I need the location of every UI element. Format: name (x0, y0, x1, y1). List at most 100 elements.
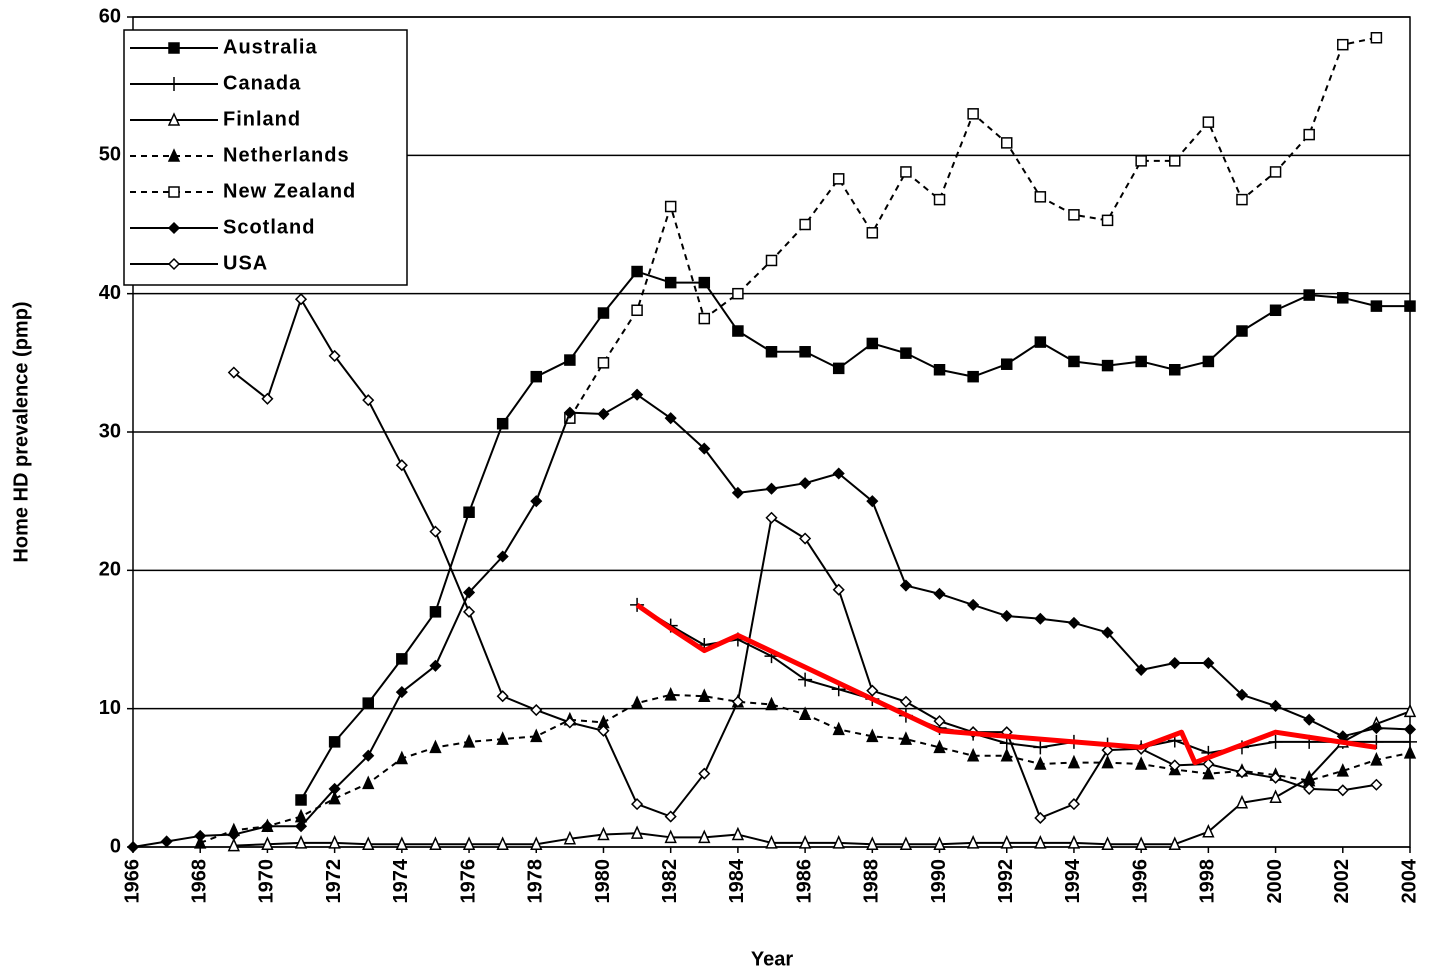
marker (731, 695, 744, 708)
marker (698, 312, 711, 325)
marker (664, 200, 677, 213)
marker (261, 820, 274, 833)
marker (328, 790, 341, 805)
marker (1135, 155, 1147, 167)
marker (362, 749, 375, 762)
series-line (636, 604, 1410, 754)
marker (799, 218, 811, 231)
marker (1169, 155, 1181, 167)
y-axis-label: Home HD prevalence (pmp) (10, 301, 32, 562)
marker (832, 362, 845, 375)
marker (732, 325, 744, 337)
marker (1168, 759, 1181, 772)
series-line (569, 36, 1377, 419)
x-tick-label: 2004 (1398, 858, 1420, 903)
marker (227, 828, 240, 841)
marker (597, 357, 610, 369)
marker (1134, 836, 1148, 850)
marker (563, 830, 577, 845)
marker (1337, 38, 1349, 51)
series-line (233, 710, 1411, 847)
legend-label: Australia (223, 36, 318, 58)
x-tick-label: 1994 (1062, 858, 1084, 903)
marker (899, 695, 912, 708)
marker (933, 739, 946, 754)
marker (1269, 771, 1282, 784)
marker (597, 826, 610, 841)
x-tick-label: 1970 (256, 859, 278, 904)
marker (496, 550, 509, 563)
marker (1067, 754, 1081, 769)
marker (463, 506, 475, 518)
marker (1000, 358, 1013, 370)
marker (1068, 209, 1080, 221)
marker (698, 688, 711, 702)
marker (631, 388, 644, 401)
marker (395, 686, 408, 699)
marker (798, 835, 812, 849)
marker (1034, 612, 1047, 625)
marker (261, 392, 274, 405)
marker (832, 583, 845, 596)
marker (1068, 355, 1080, 368)
marker (530, 836, 543, 850)
marker (429, 606, 442, 618)
marker (832, 173, 845, 185)
marker (1169, 364, 1181, 376)
marker (1168, 836, 1181, 850)
marker (563, 716, 576, 729)
marker (1033, 740, 1048, 755)
y-tick-label: 60 (99, 5, 121, 27)
x-tick-label: 1966 (121, 859, 143, 904)
marker (900, 166, 912, 178)
marker (261, 836, 274, 850)
x-tick-label: 1968 (188, 859, 210, 904)
marker (967, 598, 980, 611)
marker (933, 836, 946, 850)
marker (1235, 794, 1249, 809)
marker (1034, 336, 1047, 348)
marker (1336, 784, 1349, 797)
marker (1101, 626, 1114, 639)
marker (1034, 835, 1047, 849)
marker (1336, 763, 1349, 777)
marker (496, 690, 509, 703)
marker (631, 265, 643, 278)
marker (1370, 778, 1383, 791)
legend-label: Scotland (223, 216, 315, 238)
marker (866, 728, 879, 743)
marker (731, 486, 744, 499)
marker (194, 829, 207, 842)
x-tick-label: 1978 (525, 859, 547, 904)
marker (1135, 663, 1148, 676)
x-tick-label: 1990 (928, 859, 950, 904)
marker (1235, 688, 1249, 701)
marker (496, 731, 509, 745)
x-tick-label: 1972 (323, 859, 345, 904)
marker (597, 307, 610, 319)
marker (698, 442, 711, 455)
marker (1269, 789, 1282, 803)
marker (732, 287, 744, 300)
marker (429, 836, 442, 850)
y-tick-label: 0 (110, 835, 121, 857)
marker (1269, 699, 1282, 712)
marker (1034, 191, 1047, 203)
marker (1370, 300, 1383, 312)
marker (765, 511, 778, 524)
x-tick-label: 1982 (659, 859, 681, 904)
marker (564, 354, 576, 366)
x-tick-label: 1998 (1197, 859, 1219, 904)
marker (1269, 304, 1282, 317)
marker (1303, 289, 1315, 301)
x-tick-label: 2000 (1264, 859, 1286, 904)
marker (395, 836, 409, 850)
marker (563, 406, 576, 419)
marker (631, 304, 643, 317)
marker (1235, 766, 1249, 779)
marker (395, 459, 408, 472)
y-tick-label: 30 (99, 420, 121, 442)
marker (294, 293, 308, 306)
legend-marker (167, 221, 181, 235)
x-tick-label: 1980 (592, 859, 614, 904)
